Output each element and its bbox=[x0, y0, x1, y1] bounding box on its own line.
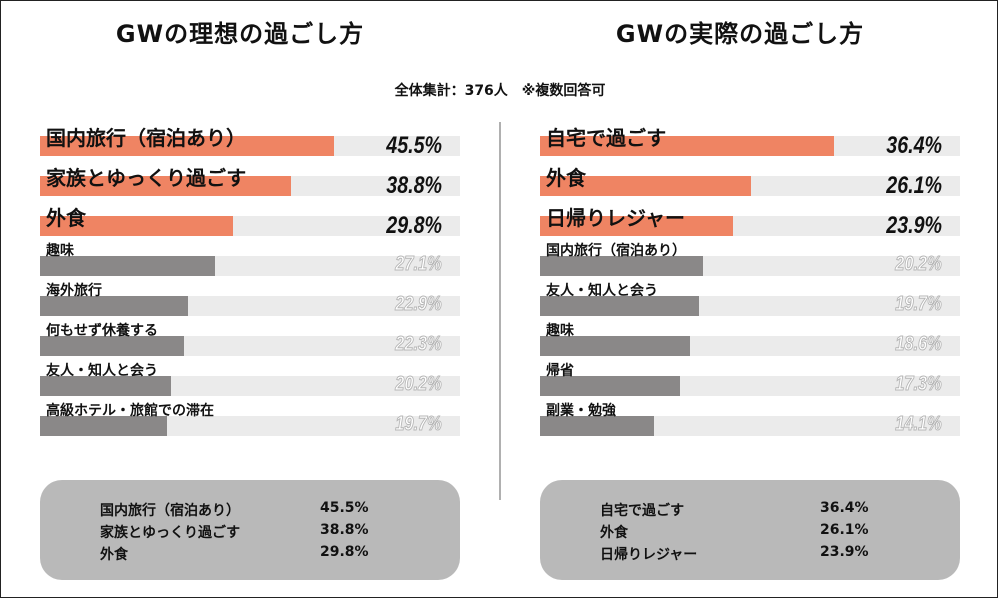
bar-row: 高級ホテル・旅館での滞在 19.7% bbox=[40, 400, 460, 440]
bar-row: 帰省 17.3% bbox=[540, 360, 960, 400]
bar-row: 外食 26.1% bbox=[540, 160, 960, 200]
value-label: 20.2% bbox=[895, 253, 942, 276]
category-label: 国内旅行（宿泊あり） bbox=[46, 126, 246, 150]
bar bbox=[540, 136, 834, 156]
category-label: 高級ホテル・旅館での滞在 bbox=[46, 403, 214, 419]
category-label: 何もせず休養する bbox=[46, 323, 158, 339]
summary-value: 26.1% bbox=[820, 522, 869, 538]
category-label: 海外旅行 bbox=[46, 283, 102, 299]
bar bbox=[40, 416, 168, 436]
bar bbox=[540, 376, 680, 396]
value-label: 22.3% bbox=[395, 333, 442, 356]
bar-row: 日帰りレジャー 23.9% bbox=[540, 200, 960, 240]
summary-box-ideal: 国内旅行（宿泊あり） 45.5% 家族とゆっくり過ごす 38.8% 外食 29.… bbox=[40, 480, 460, 580]
category-label: 帰省 bbox=[546, 363, 574, 379]
panel-actual: GWの実際の過ごし方 自宅で過ごす 36.4% 外食 26.1% 日帰りレジャー 23.9… bbox=[520, 0, 980, 600]
summary-label: 日帰りレジャー bbox=[600, 547, 698, 563]
bar-rows: 自宅で過ごす 36.4% 外食 26.1% 日帰りレジャー 23.9% 国内旅行（宿泊あり）… bbox=[540, 120, 960, 450]
bar-row: 友人・知人と会う 20.2% bbox=[40, 360, 460, 400]
bar bbox=[40, 136, 334, 156]
bar-row: 国内旅行（宿泊あり） 20.2% bbox=[540, 240, 960, 280]
value-label: 29.8% bbox=[386, 212, 442, 239]
value-label: 23.9% bbox=[886, 212, 942, 239]
bar bbox=[40, 376, 171, 396]
category-label: 友人・知人と会う bbox=[546, 283, 658, 299]
value-label: 19.7% bbox=[895, 293, 942, 316]
survey-subtitle: 全体集計：376人 ※複数回答可 bbox=[394, 83, 606, 99]
bar-row: 外食 29.8% bbox=[40, 200, 460, 240]
panel-divider bbox=[499, 122, 501, 500]
summary-box-actual: 自宅で過ごす 36.4% 外食 26.1% 日帰りレジャー 23.9% bbox=[540, 480, 960, 580]
bar bbox=[540, 176, 751, 196]
bar bbox=[540, 336, 691, 356]
panel-ideal: GWの理想の過ごし方 国内旅行（宿泊あり） 45.5% 家族とゆっくり過ごす 38.8… bbox=[20, 0, 480, 600]
bar bbox=[40, 216, 233, 236]
category-label: 副業・勉強 bbox=[546, 403, 616, 419]
category-label: 国内旅行（宿泊あり） bbox=[546, 243, 686, 259]
summary-value: 23.9% bbox=[820, 544, 869, 560]
bar-row: 国内旅行（宿泊あり） 45.5% bbox=[40, 120, 460, 160]
bar bbox=[540, 216, 734, 236]
category-label: 自宅で過ごす bbox=[546, 126, 667, 150]
bar-row: 海外旅行 22.9% bbox=[40, 280, 460, 320]
bar-row: 趣味 18.6% bbox=[540, 320, 960, 360]
bar bbox=[540, 416, 654, 436]
value-label: 36.4% bbox=[886, 132, 942, 159]
category-label: 友人・知人と会う bbox=[46, 363, 158, 379]
bar-row: 趣味 27.1% bbox=[40, 240, 460, 280]
bar-row: 副業・勉強 14.1% bbox=[540, 400, 960, 440]
bar bbox=[40, 176, 291, 196]
bar bbox=[40, 256, 216, 276]
category-label: 家族とゆっくり過ごす bbox=[46, 166, 247, 190]
summary-value: 38.8% bbox=[320, 522, 369, 538]
category-label: 外食 bbox=[46, 206, 86, 230]
category-label: 日帰りレジャー bbox=[546, 206, 685, 230]
value-label: 20.2% bbox=[395, 373, 442, 396]
bar-row: 何もせず休養する 22.3% bbox=[40, 320, 460, 360]
value-label: 45.5% bbox=[386, 132, 442, 159]
value-label: 27.1% bbox=[395, 253, 442, 276]
category-label: 趣味 bbox=[546, 323, 574, 339]
value-label: 19.7% bbox=[395, 413, 442, 436]
value-label: 14.1% bbox=[895, 413, 942, 436]
bar bbox=[40, 296, 188, 316]
bar bbox=[540, 256, 704, 276]
bar bbox=[540, 296, 700, 316]
summary-label: 国内旅行（宿泊あり） bbox=[100, 503, 240, 519]
category-label: 外食 bbox=[546, 166, 586, 190]
summary-value: 36.4% bbox=[820, 500, 869, 516]
value-label: 17.3% bbox=[895, 373, 942, 396]
bar-row: 家族とゆっくり過ごす 38.8% bbox=[40, 160, 460, 200]
summary-value: 45.5% bbox=[320, 500, 369, 516]
value-label: 26.1% bbox=[886, 172, 942, 199]
bar-row: 自宅で過ごす 36.4% bbox=[540, 120, 960, 160]
chart-title: GWの実際の過ごし方 bbox=[615, 20, 865, 48]
summary-label: 外食 bbox=[100, 547, 128, 563]
bar bbox=[40, 336, 185, 356]
summary-value: 29.8% bbox=[320, 544, 369, 560]
value-label: 38.8% bbox=[386, 172, 442, 199]
value-label: 22.9% bbox=[395, 293, 442, 316]
value-label: 18.6% bbox=[895, 333, 942, 356]
summary-label: 外食 bbox=[600, 525, 628, 541]
bar-rows: 国内旅行（宿泊あり） 45.5% 家族とゆっくり過ごす 38.8% 外食 29.8% 趣味 2… bbox=[40, 120, 460, 450]
category-label: 趣味 bbox=[46, 243, 74, 259]
bar-row: 友人・知人と会う 19.7% bbox=[540, 280, 960, 320]
summary-label: 家族とゆっくり過ごす bbox=[100, 525, 241, 541]
chart-title: GWの理想の過ごし方 bbox=[115, 20, 365, 48]
summary-label: 自宅で過ごす bbox=[600, 503, 685, 519]
